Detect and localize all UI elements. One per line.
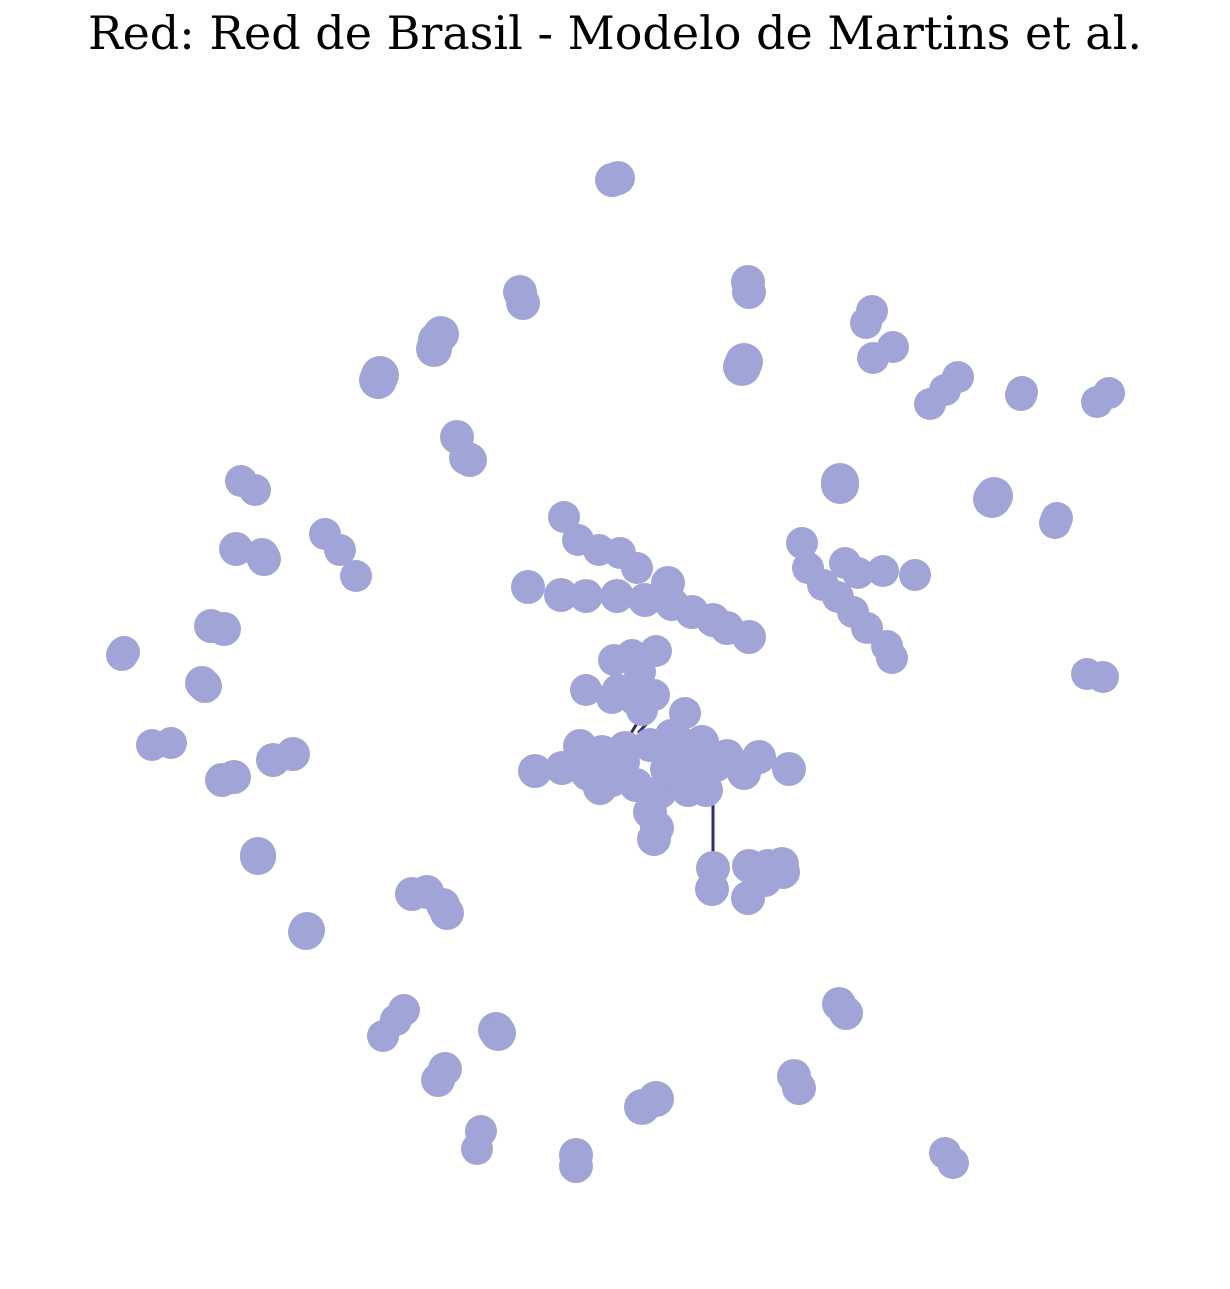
- network-node: [430, 896, 464, 930]
- network-node: [239, 474, 271, 506]
- network-node: [867, 555, 899, 587]
- network-node: [661, 724, 695, 758]
- network-node: [207, 612, 241, 646]
- network-node: [361, 356, 399, 394]
- network-node: [1006, 376, 1038, 408]
- network-node: [288, 914, 324, 950]
- network-node: [876, 642, 908, 674]
- network-node: [1081, 386, 1113, 418]
- network-node: [506, 286, 540, 320]
- network-node: [782, 1071, 816, 1105]
- network-node: [240, 839, 276, 875]
- network-node: [650, 752, 684, 786]
- network-node: [185, 666, 219, 700]
- network-node: [544, 578, 578, 612]
- network-node: [569, 579, 603, 613]
- network-node: [695, 872, 729, 906]
- network-node: [626, 694, 658, 726]
- network-node: [899, 559, 931, 591]
- network-node: [367, 1020, 399, 1052]
- network-node: [633, 728, 667, 762]
- network-node: [545, 751, 579, 785]
- network-node: [449, 441, 483, 475]
- network-node: [624, 1089, 660, 1125]
- network-node: [600, 579, 634, 613]
- network-node: [108, 636, 140, 668]
- network-node: [732, 620, 766, 654]
- network-node: [937, 1147, 969, 1179]
- network-node: [461, 1133, 493, 1165]
- network-node: [621, 552, 653, 584]
- network-node: [583, 771, 617, 805]
- network-node: [480, 1015, 516, 1051]
- network-node: [416, 331, 452, 367]
- network-node: [245, 538, 279, 572]
- network-node: [857, 342, 889, 374]
- network-node: [748, 863, 782, 897]
- network-node: [821, 463, 859, 501]
- network-node: [548, 501, 580, 533]
- network-node: [975, 477, 1013, 515]
- network-node: [732, 275, 766, 309]
- network-node: [601, 161, 635, 195]
- network-node: [1087, 661, 1119, 693]
- network-node: [727, 756, 761, 790]
- node-layer: [106, 161, 1125, 1183]
- network-node: [914, 388, 946, 420]
- figure-title: Red: Red de Brasil - Modelo de Martins e…: [87, 6, 1143, 60]
- network-node: [324, 534, 356, 566]
- network-node: [725, 343, 763, 381]
- network-node: [1041, 502, 1073, 534]
- network-node: [518, 754, 552, 788]
- network-node: [637, 822, 671, 856]
- network-node: [596, 682, 628, 714]
- network-node: [340, 560, 372, 592]
- network-node: [511, 570, 545, 604]
- network-node: [276, 737, 310, 771]
- network-node: [217, 760, 251, 794]
- network-node: [786, 527, 818, 559]
- network-node: [624, 656, 656, 688]
- network-node: [155, 727, 187, 759]
- network-node: [219, 532, 253, 566]
- network-node: [842, 557, 874, 589]
- network-node: [772, 752, 806, 786]
- network-node: [570, 674, 602, 706]
- network-node: [559, 1149, 593, 1183]
- network-node: [850, 307, 882, 339]
- network-node: [421, 1063, 455, 1097]
- network-node: [829, 996, 863, 1030]
- network-node: [606, 745, 640, 779]
- network-node: [699, 748, 733, 782]
